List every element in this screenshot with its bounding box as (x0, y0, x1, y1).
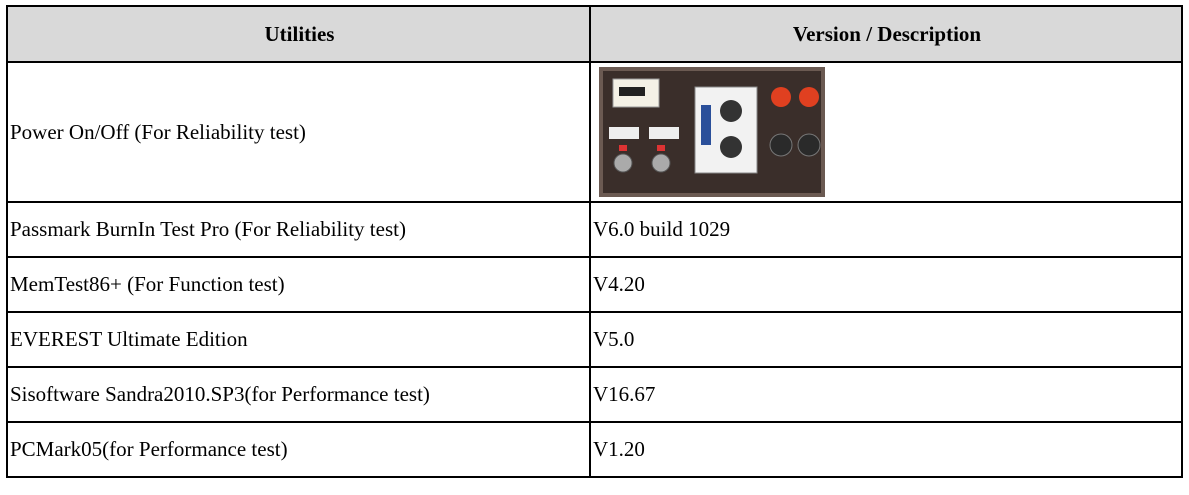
power-switch-photo (599, 67, 825, 197)
utility-cell: Power On/Off (For Reliability test) (6, 61, 591, 203)
header-row: Utilities Version / Description (6, 5, 1183, 63)
header-cell: Utilities (6, 5, 591, 63)
header-cell: Version / Description (589, 5, 1183, 63)
version-cell: V6.0 build 1029 (589, 201, 1183, 258)
version-cell: V5.0 (589, 311, 1183, 368)
utility-cell: Sisoftware Sandra2010.SP3(for Performanc… (6, 366, 591, 423)
utilities-table: Utilities Version / Description Power On… (6, 5, 1183, 478)
row: EVEREST Ultimate Edition V5.0 (6, 311, 1183, 368)
row: Sisoftware Sandra2010.SP3(for Performanc… (6, 366, 1183, 423)
version-cell: V1.20 (589, 421, 1183, 478)
row: MemTest86+ (For Function test) V4.20 (6, 256, 1183, 313)
utility-cell: EVEREST Ultimate Edition (6, 311, 591, 368)
version-cell: V4.20 (589, 256, 1183, 313)
row: Passmark BurnIn Test Pro (For Reliabilit… (6, 201, 1183, 258)
row: Power On/Off (For Reliability test) (6, 61, 1183, 203)
image-cell (589, 61, 1183, 203)
version-cell: V16.67 (589, 366, 1183, 423)
utility-cell: MemTest86+ (For Function test) (6, 256, 591, 313)
row: PCMark05(for Performance test) V1.20 (6, 421, 1183, 478)
utility-cell: Passmark BurnIn Test Pro (For Reliabilit… (6, 201, 591, 258)
utility-cell: PCMark05(for Performance test) (6, 421, 591, 478)
